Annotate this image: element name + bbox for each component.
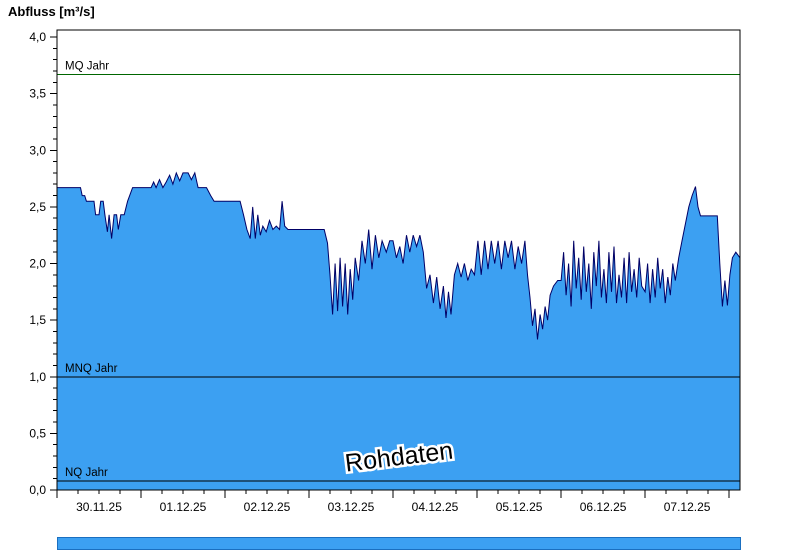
x-tick-label: 07.12.25 — [664, 500, 711, 514]
plot-frame — [56, 29, 741, 491]
y-tick-label: 4,0 — [29, 30, 46, 44]
x-tick-label: 30.11.25 — [76, 500, 122, 514]
y-tick-label: 2,0 — [29, 257, 46, 271]
y-tick-label: 1,0 — [29, 370, 46, 384]
y-tick-label: 3,5 — [29, 87, 46, 101]
y-tick-label: 2,5 — [29, 200, 46, 214]
y-tick-label: 0,0 — [29, 483, 46, 497]
y-tick-label: 0,5 — [29, 426, 46, 440]
refline-label-mq: MQ Jahr — [65, 60, 109, 72]
discharge-line — [57, 171, 741, 340]
x-tick-label: 01.12.25 — [160, 500, 207, 514]
discharge-area — [57, 172, 740, 490]
y-tick-label: 1,5 — [29, 313, 46, 327]
x-tick-label: 06.12.25 — [580, 500, 627, 514]
chart-title: Abfluss [m³/s] — [8, 4, 95, 19]
x-tick-label: 03.12.25 — [328, 500, 375, 514]
x-tick-label: 02.12.25 — [244, 500, 291, 514]
refline-label-mnq: MNQ Jahr — [65, 363, 118, 375]
y-tick-label: 3,0 — [29, 143, 46, 157]
refline-label-nq: NQ Jahr — [65, 467, 108, 479]
time-slider[interactable] — [57, 537, 741, 550]
x-tick-label: 05.12.25 — [496, 500, 543, 514]
x-tick-label: 04.12.25 — [412, 500, 459, 514]
